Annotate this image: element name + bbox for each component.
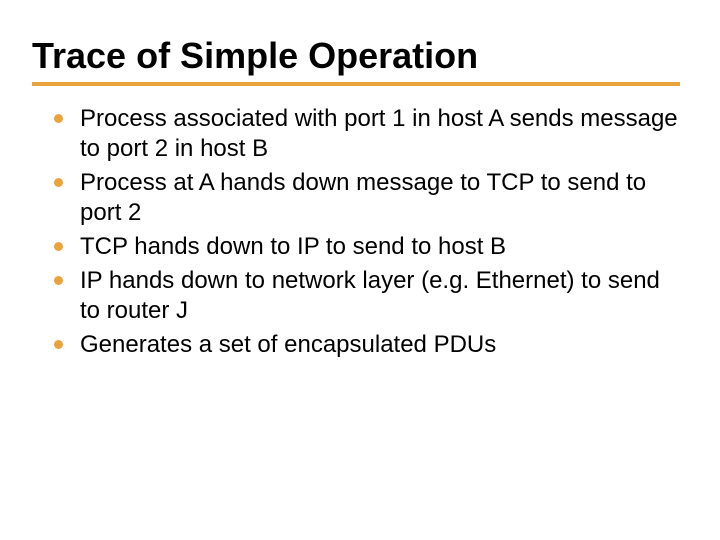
list-item: TCP hands down to IP to send to host B <box>54 232 680 262</box>
bullet-icon <box>54 340 63 349</box>
bullet-icon <box>54 178 63 187</box>
bullet-list: Process associated with port 1 in host A… <box>32 104 680 360</box>
title-underline <box>32 82 680 86</box>
list-item: Process at A hands down message to TCP t… <box>54 168 680 228</box>
slide-title: Trace of Simple Operation <box>32 36 680 76</box>
bullet-icon <box>54 276 63 285</box>
bullet-icon <box>54 242 63 251</box>
list-item: Generates a set of encapsulated PDUs <box>54 330 680 360</box>
bullet-text: TCP hands down to IP to send to host B <box>80 232 680 262</box>
bullet-text: Process at A hands down message to TCP t… <box>80 168 680 228</box>
slide: Trace of Simple Operation Process associ… <box>0 0 720 540</box>
bullet-text: Process associated with port 1 in host A… <box>80 104 680 164</box>
bullet-icon <box>54 114 63 123</box>
list-item: IP hands down to network layer (e.g. Eth… <box>54 266 680 326</box>
list-item: Process associated with port 1 in host A… <box>54 104 680 164</box>
bullet-text: Generates a set of encapsulated PDUs <box>80 330 680 360</box>
bullet-text: IP hands down to network layer (e.g. Eth… <box>80 266 680 326</box>
